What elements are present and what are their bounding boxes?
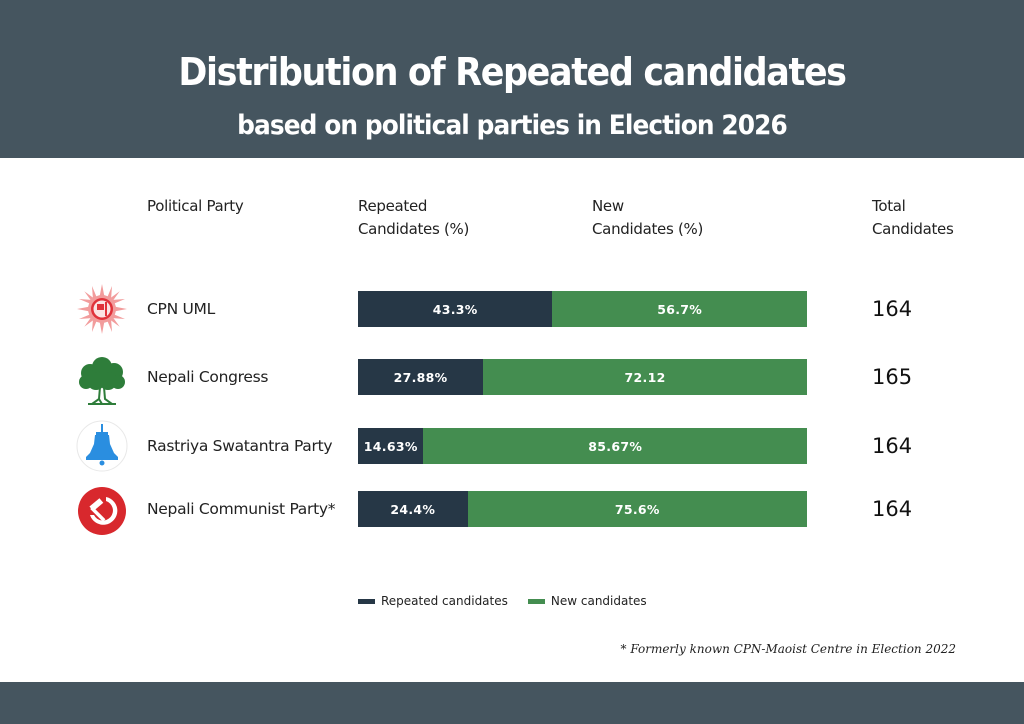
total-candidates: 164 xyxy=(872,497,913,521)
hammer-sickle-icon xyxy=(76,485,128,537)
rsp-bell-icon xyxy=(76,420,128,472)
column-header-repeated-line2: Candidates (%) xyxy=(358,220,470,238)
data-label-new: 56.7% xyxy=(657,301,703,317)
party-name: Rastriya Swatantra Party xyxy=(147,437,333,455)
party-row: Nepali Communist Party* 24.4% 75.6% 164 xyxy=(0,487,1024,535)
legend-swatch-repeated xyxy=(358,598,375,604)
legend-label-repeated: Repeated candidates xyxy=(381,594,508,608)
party-name: CPN UML xyxy=(147,300,215,318)
column-header-total-line1: Total xyxy=(872,197,906,215)
data-label-repeated: 14.63% xyxy=(363,438,418,454)
chart-title: Distribution of Repeated candidates xyxy=(178,50,847,94)
chart-legend: Repeated candidates New candidates xyxy=(358,594,667,608)
legend-item-new: New candidates xyxy=(527,594,647,608)
party-row: Rastriya Swatantra Party 14.63% 85.67% 16… xyxy=(0,420,1024,472)
column-header-new-line2: Candidates (%) xyxy=(592,220,704,238)
chart-subtitle: based on political parties in Election 2… xyxy=(237,110,788,141)
stacked-bar: 43.3% 56.7% xyxy=(358,291,807,327)
column-header-new: New Candidates (%) xyxy=(592,195,703,241)
stacked-bar: 24.4% 75.6% xyxy=(358,491,807,527)
data-label-repeated: 24.4% xyxy=(390,501,436,517)
column-header-total-line2: Candidates xyxy=(872,220,954,238)
party-row: CPN UML 43.3% 56.7% 164 xyxy=(0,284,1024,334)
data-label-repeated: 27.88% xyxy=(393,369,448,385)
column-header-repeated: Repeated Candidates (%) xyxy=(358,195,469,241)
stacked-bar: 27.88% 72.12 xyxy=(358,359,807,395)
party-name: Nepali Congress xyxy=(147,368,269,386)
bar-segment-new: 72.12 xyxy=(483,359,807,395)
footer-banner xyxy=(0,682,1024,724)
bar-segment-repeated: 24.4% xyxy=(358,491,468,527)
cpn-uml-sun-icon xyxy=(76,283,128,335)
column-header-party-label: Political Party xyxy=(147,197,244,215)
party-name: Nepali Communist Party* xyxy=(147,500,336,518)
bar-segment-repeated: 27.88% xyxy=(358,359,484,395)
column-header-total: Total Candidates xyxy=(872,195,954,241)
data-label-repeated: 43.3% xyxy=(432,301,478,317)
total-candidates: 165 xyxy=(872,365,913,389)
header-banner: Distribution of Repeated candidates base… xyxy=(0,0,1024,158)
data-label-new: 72.12 xyxy=(624,369,666,385)
column-header-party: Political Party xyxy=(147,195,244,218)
nepali-congress-tree-icon xyxy=(76,355,128,407)
data-label-new: 75.6% xyxy=(614,501,660,517)
legend-swatch-new xyxy=(527,598,545,604)
column-header-repeated-line1: Repeated xyxy=(358,197,428,215)
bar-segment-new: 85.67% xyxy=(423,428,807,464)
legend-item-repeated: Repeated candidates xyxy=(358,594,508,608)
bar-segment-new: 56.7% xyxy=(552,291,807,327)
total-candidates: 164 xyxy=(872,297,913,321)
party-row: Nepali Congress 27.88% 72.12 165 xyxy=(0,357,1024,405)
column-header-new-line1: New xyxy=(592,197,624,215)
bar-segment-repeated: 14.63% xyxy=(358,428,424,464)
footnote: * Formerly known CPN-Maoist Centre in El… xyxy=(620,642,957,656)
total-candidates: 164 xyxy=(872,434,913,458)
bar-segment-new: 75.6% xyxy=(467,491,807,527)
bar-segment-repeated: 43.3% xyxy=(358,291,553,327)
data-label-new: 85.67% xyxy=(588,438,643,454)
legend-label-new: New candidates xyxy=(550,594,647,608)
stacked-bar: 14.63% 85.67% xyxy=(358,428,807,464)
